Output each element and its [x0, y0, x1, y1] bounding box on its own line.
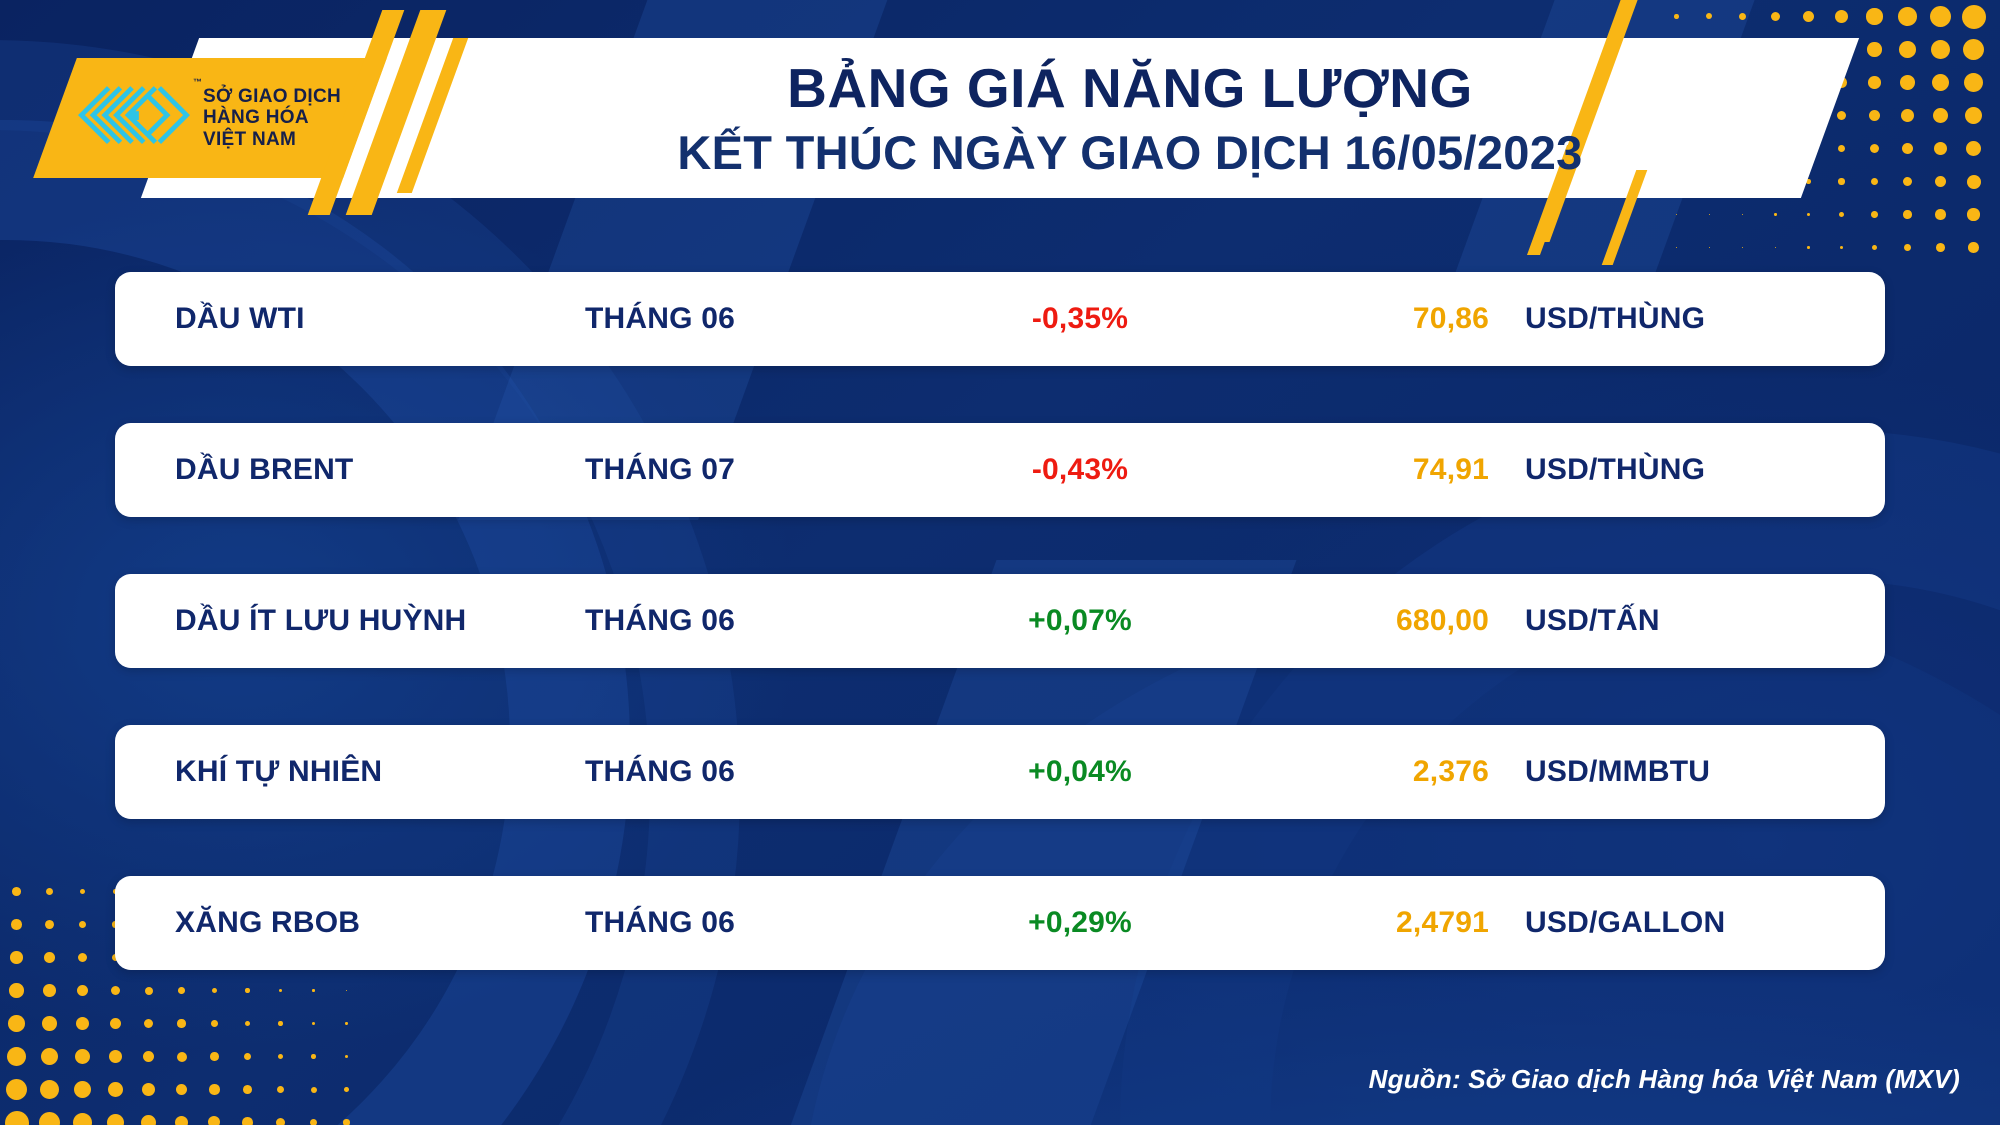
brand-logo: ™ SỞ GIAO DỊCH HÀNG HÓA VIỆT NAM — [75, 62, 365, 174]
brand-line-3: VIỆT NAM — [203, 128, 297, 150]
price-change: +0,07% — [1028, 604, 1132, 637]
table-row: DẦU WTI THÁNG 06 -0,35% 70,86 USD/THÙNG — [115, 272, 1885, 366]
trademark-icon: ™ — [193, 77, 203, 88]
brand-logo-text: ™ SỞ GIAO DỊCH HÀNG HÓA VIỆT NAM — [193, 77, 342, 150]
commodity-name: XĂNG RBOB — [175, 906, 361, 939]
contract-month: THÁNG 06 — [585, 302, 735, 335]
title-primary: BẢNG GIÁ NĂNG LƯỢNG — [787, 56, 1473, 119]
price-value: 2,4791 — [1396, 906, 1489, 939]
price-unit: USD/GALLON — [1525, 906, 1726, 939]
price-unit: USD/THÙNG — [1525, 453, 1706, 486]
price-unit: USD/THÙNG — [1525, 302, 1706, 335]
contract-month: THÁNG 06 — [585, 604, 735, 637]
table-row: DẦU ÍT LƯU HUỲNH THÁNG 06 +0,07% 680,00 USD/… — [115, 574, 1885, 668]
table-row: DẦU BRENT THÁNG 07 -0,43% 74,91 USD/THÙNG — [115, 423, 1885, 517]
price-change: +0,29% — [1028, 906, 1132, 939]
contract-month: THÁNG 06 — [585, 755, 735, 788]
contract-month: THÁNG 07 — [585, 453, 735, 486]
commodity-name: DẦU WTI — [175, 302, 305, 335]
price-change: -0,35% — [1031, 302, 1129, 335]
mxv-maze-logo-icon — [78, 86, 190, 145]
price-unit: USD/TẤN — [1525, 604, 1660, 637]
title-secondary: KẾT THÚC NGÀY GIAO DỊCH 16/05/2023 — [677, 125, 1583, 179]
commodity-name: DẦU BRENT — [175, 453, 354, 486]
header: ™ SỞ GIAO DỊCH HÀNG HÓA VIỆT NAM BẢNG GI… — [0, 0, 2000, 265]
price-table: DẦU WTI THÁNG 06 -0,35% 70,86 USD/THÙNG DẦU B… — [115, 272, 1885, 970]
price-value: 680,00 — [1396, 604, 1489, 637]
contract-month: THÁNG 06 — [585, 906, 735, 939]
commodity-name: DẦU ÍT LƯU HUỲNH — [175, 604, 467, 637]
price-change: -0,43% — [1031, 453, 1129, 486]
commodity-name: KHÍ TỰ NHIÊN — [175, 755, 383, 788]
price-value: 74,91 — [1412, 453, 1489, 486]
source-note: Nguồn: Sở Giao dịch Hàng hóa Việt Nam (M… — [1368, 1064, 1960, 1094]
brand-line-2: HÀNG HÓA — [203, 107, 309, 129]
price-unit: USD/MMBTU — [1525, 755, 1711, 788]
brand-line-1: SỞ GIAO DỊCH — [203, 86, 342, 108]
price-value: 2,376 — [1412, 755, 1489, 788]
background-wave-bottom — [0, 825, 2000, 1125]
page-title: BẢNG GIÁ NĂNG LƯỢNG KẾT THÚC NGÀY GIAO D… — [470, 52, 1790, 184]
table-row: XĂNG RBOB THÁNG 06 +0,29% 2,4791 USD/GALLON — [115, 876, 1885, 970]
price-value: 70,86 — [1412, 302, 1489, 335]
price-change: +0,04% — [1028, 755, 1132, 788]
table-row: KHÍ TỰ NHIÊN THÁNG 06 +0,04% 2,376 USD/MMBTU — [115, 725, 1885, 819]
